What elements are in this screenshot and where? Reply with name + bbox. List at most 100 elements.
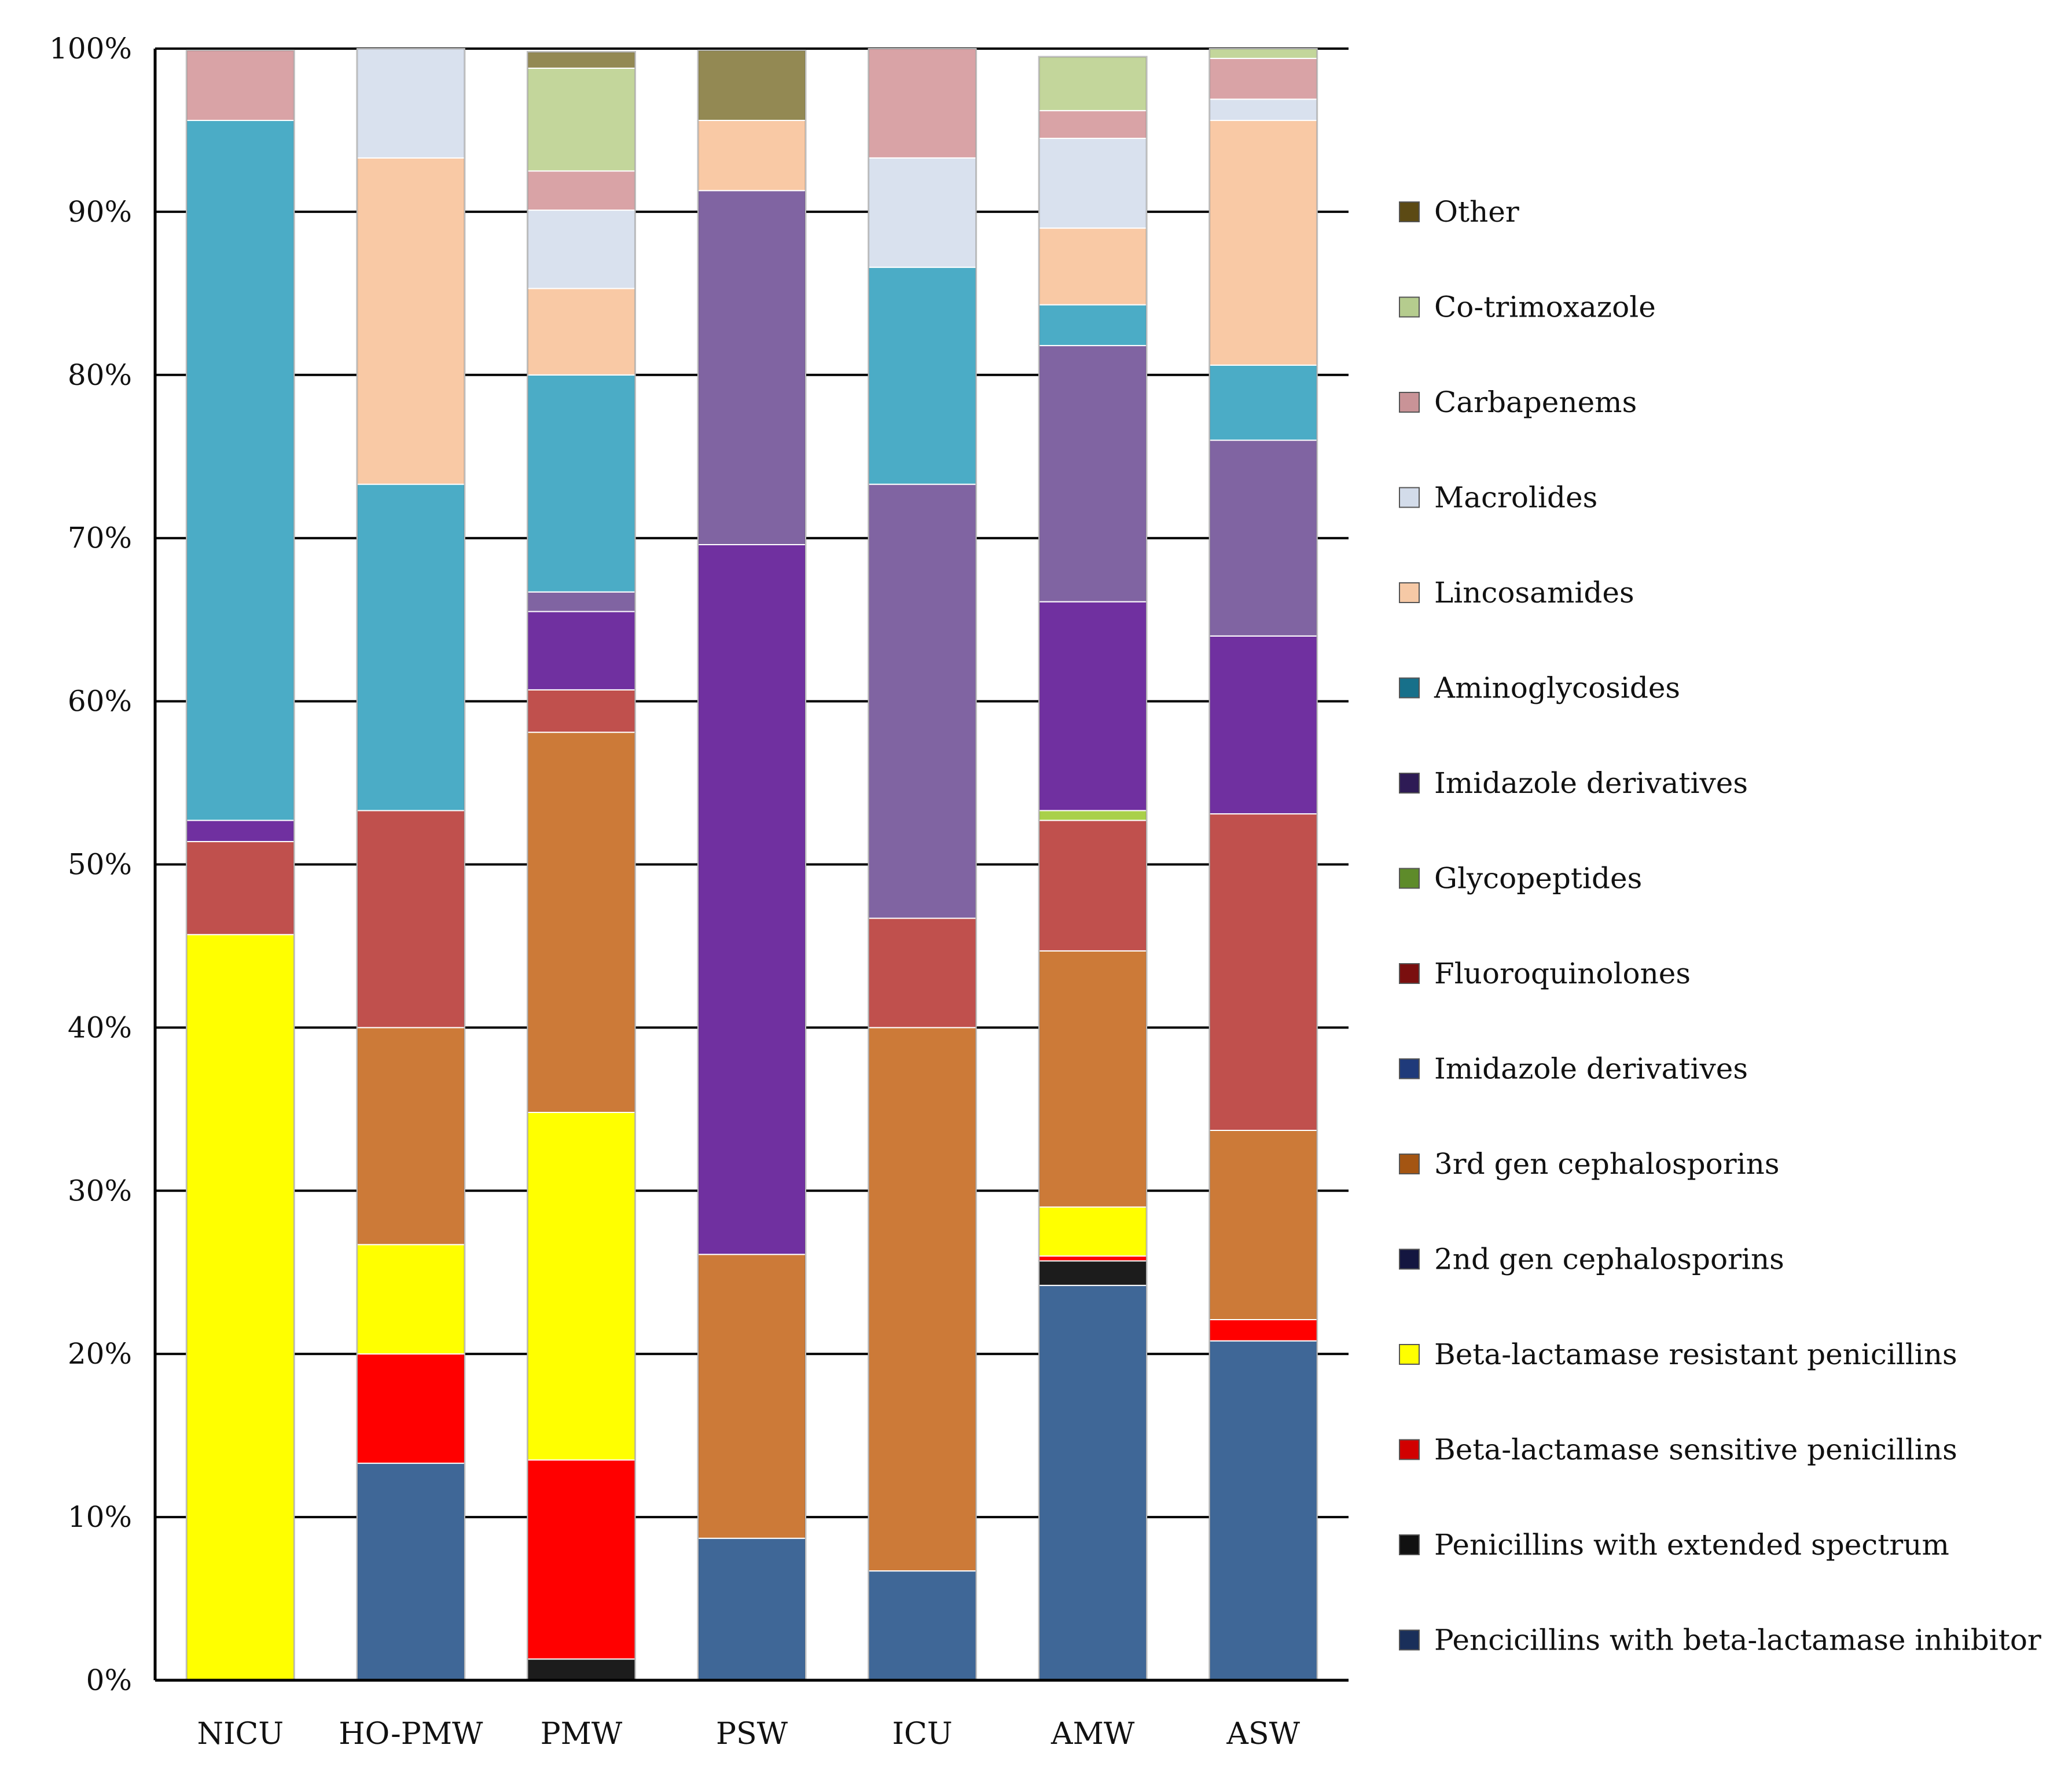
y-tick-label: 20% (68, 1337, 132, 1371)
bar-segment-nicu-10 (186, 120, 295, 821)
legend-swatch (1399, 1058, 1420, 1079)
bar-segment-asw-5 (1208, 1129, 1318, 1321)
bar-segment-amw-1 (1038, 1260, 1148, 1286)
legend-swatch (1399, 392, 1420, 413)
bar-segment-amw-5 (1038, 950, 1148, 1208)
x-category-label: PSW (716, 1717, 788, 1751)
legend-swatch (1399, 868, 1420, 889)
axes (153, 49, 1349, 1682)
bar-segment-ho-pmw-2 (356, 1353, 465, 1464)
bar-segment-icu-11 (868, 266, 977, 485)
bar-segment-psw-5 (697, 1254, 806, 1539)
legend-label: Beta-lactamase resistant penicillins (1434, 1338, 1957, 1371)
bar-segment-psw-10 (697, 190, 806, 545)
bar-segment-psw-0 (697, 1537, 806, 1681)
bar-segment-nicu-3 (186, 934, 295, 1681)
bar-segment-icu-10 (868, 483, 977, 919)
legend-label: Glycopeptides (1434, 862, 1642, 895)
bar-segment-asw-12 (1208, 120, 1318, 366)
bar-segment-ho-pmw-7 (356, 810, 465, 1029)
legend-label: Aminoglycosides (1434, 671, 1680, 705)
bar-segment-pmw-15 (527, 67, 636, 172)
legend-swatch (1399, 1439, 1420, 1460)
legend-label: 3rd gen cephalosporins (1434, 1147, 1780, 1181)
bar-segment-pmw-12 (527, 288, 636, 376)
bar-segment-asw-13 (1208, 98, 1318, 122)
legend-swatch (1399, 1629, 1420, 1651)
x-category-label: AMW (1050, 1717, 1135, 1751)
legend-swatch (1399, 1344, 1420, 1365)
bar-segment-pmw-9 (527, 611, 636, 691)
bar-segment-psw-16 (697, 49, 806, 122)
legend: Other Co-trimoxazole Carbapenems Macrolides… (1399, 195, 2041, 1657)
bar-segment-amw-13 (1038, 138, 1148, 229)
y-tick-label: 30% (68, 1174, 132, 1207)
y-tick-label: 50% (68, 848, 132, 882)
legend-label: Imidazole derivatives (1434, 766, 1748, 800)
bar-segment-pmw-13 (527, 210, 636, 289)
bar-segment-pmw-7 (527, 689, 636, 733)
bar-segment-amw-0 (1038, 1284, 1148, 1681)
y-tick-label: 60% (68, 685, 132, 718)
bar-segment-asw-11 (1208, 364, 1318, 441)
bar-segment-ho-pmw-3 (356, 1244, 465, 1355)
bar-segment-nicu-9 (186, 820, 295, 843)
bar-segment-asw-10 (1208, 439, 1318, 637)
bar-segment-psw-12 (697, 120, 806, 192)
legend-label: Macrolides (1434, 481, 1597, 515)
bar-segment-amw-8 (1038, 810, 1148, 821)
x-category-label: HO-PMW (339, 1717, 483, 1751)
bar-segment-amw-15 (1038, 56, 1148, 112)
y-tick-label: 70% (68, 521, 132, 555)
bar-segment-pmw-1 (527, 1658, 636, 1681)
x-category-label: NICU (197, 1717, 284, 1751)
legend-swatch (1399, 773, 1420, 794)
bar-segment-pmw-5 (527, 732, 636, 1113)
bar-segment-amw-12 (1038, 227, 1148, 306)
legend-label: Co-trimoxazole (1434, 291, 1656, 324)
y-tick-label: 90% (68, 195, 132, 229)
bar-segment-ho-pmw-12 (356, 48, 465, 159)
legend-swatch (1399, 963, 1420, 984)
bar-segment-asw-2 (1208, 1319, 1318, 1342)
bar-segment-asw-14 (1208, 57, 1318, 100)
legend-label: Imidazole derivatives (1434, 1052, 1748, 1086)
bar-segment-pmw-3 (527, 1111, 636, 1461)
bar-segment-icu-0 (868, 1570, 977, 1681)
bar-segment-amw-10 (1038, 345, 1148, 603)
legend-swatch (1399, 677, 1420, 699)
bar-segment-icu-5 (868, 1027, 977, 1572)
legend-swatch (1399, 1248, 1420, 1270)
legend-label: Carbapenems (1434, 385, 1637, 419)
bar-segment-psw-9 (697, 543, 806, 1255)
legend-swatch (1399, 296, 1420, 318)
y-tick-label: 100% (49, 32, 132, 65)
y-tick-label: 40% (68, 1011, 132, 1044)
bar-segment-asw-0 (1208, 1340, 1318, 1681)
bar-segment-amw-2 (1038, 1255, 1148, 1262)
legend-label: Penicillins with extended spectrum (1434, 1528, 1949, 1562)
bar-segment-pmw-10 (527, 591, 636, 612)
legend-swatch (1399, 1154, 1420, 1174)
bar-segment-nicu-13 (186, 49, 295, 122)
y-tick-label: 0% (86, 1663, 132, 1697)
bar-segment-amw-3 (1038, 1206, 1148, 1257)
legend-label: Lincosamides (1434, 576, 1634, 609)
bar-segment-asw-9 (1208, 635, 1318, 815)
bar-segment-icu-14 (868, 48, 977, 159)
bar-segment-ho-pmw-5 (356, 1027, 465, 1246)
bar-segment-pmw-2 (527, 1459, 636, 1660)
y-tick-labels: 0% 10% 20% 30% 40% 50% 60% 70% 80% 90% 100% (49, 32, 132, 1697)
bar-segment-icu-13 (868, 157, 977, 268)
y-tick-label: 80% (68, 358, 132, 392)
bar-segment-amw-9 (1038, 601, 1148, 811)
bar-segment-pmw-14 (527, 170, 636, 211)
bar-segment-amw-7 (1038, 820, 1148, 952)
y-tick-label: 10% (68, 1500, 132, 1534)
legend-swatch (1399, 582, 1420, 603)
bar-segment-ho-pmw-10 (356, 483, 465, 811)
bar-segment-pmw-11 (527, 374, 636, 593)
bar-segment-icu-7 (868, 917, 977, 1029)
x-category-label: ASW (1226, 1717, 1300, 1751)
